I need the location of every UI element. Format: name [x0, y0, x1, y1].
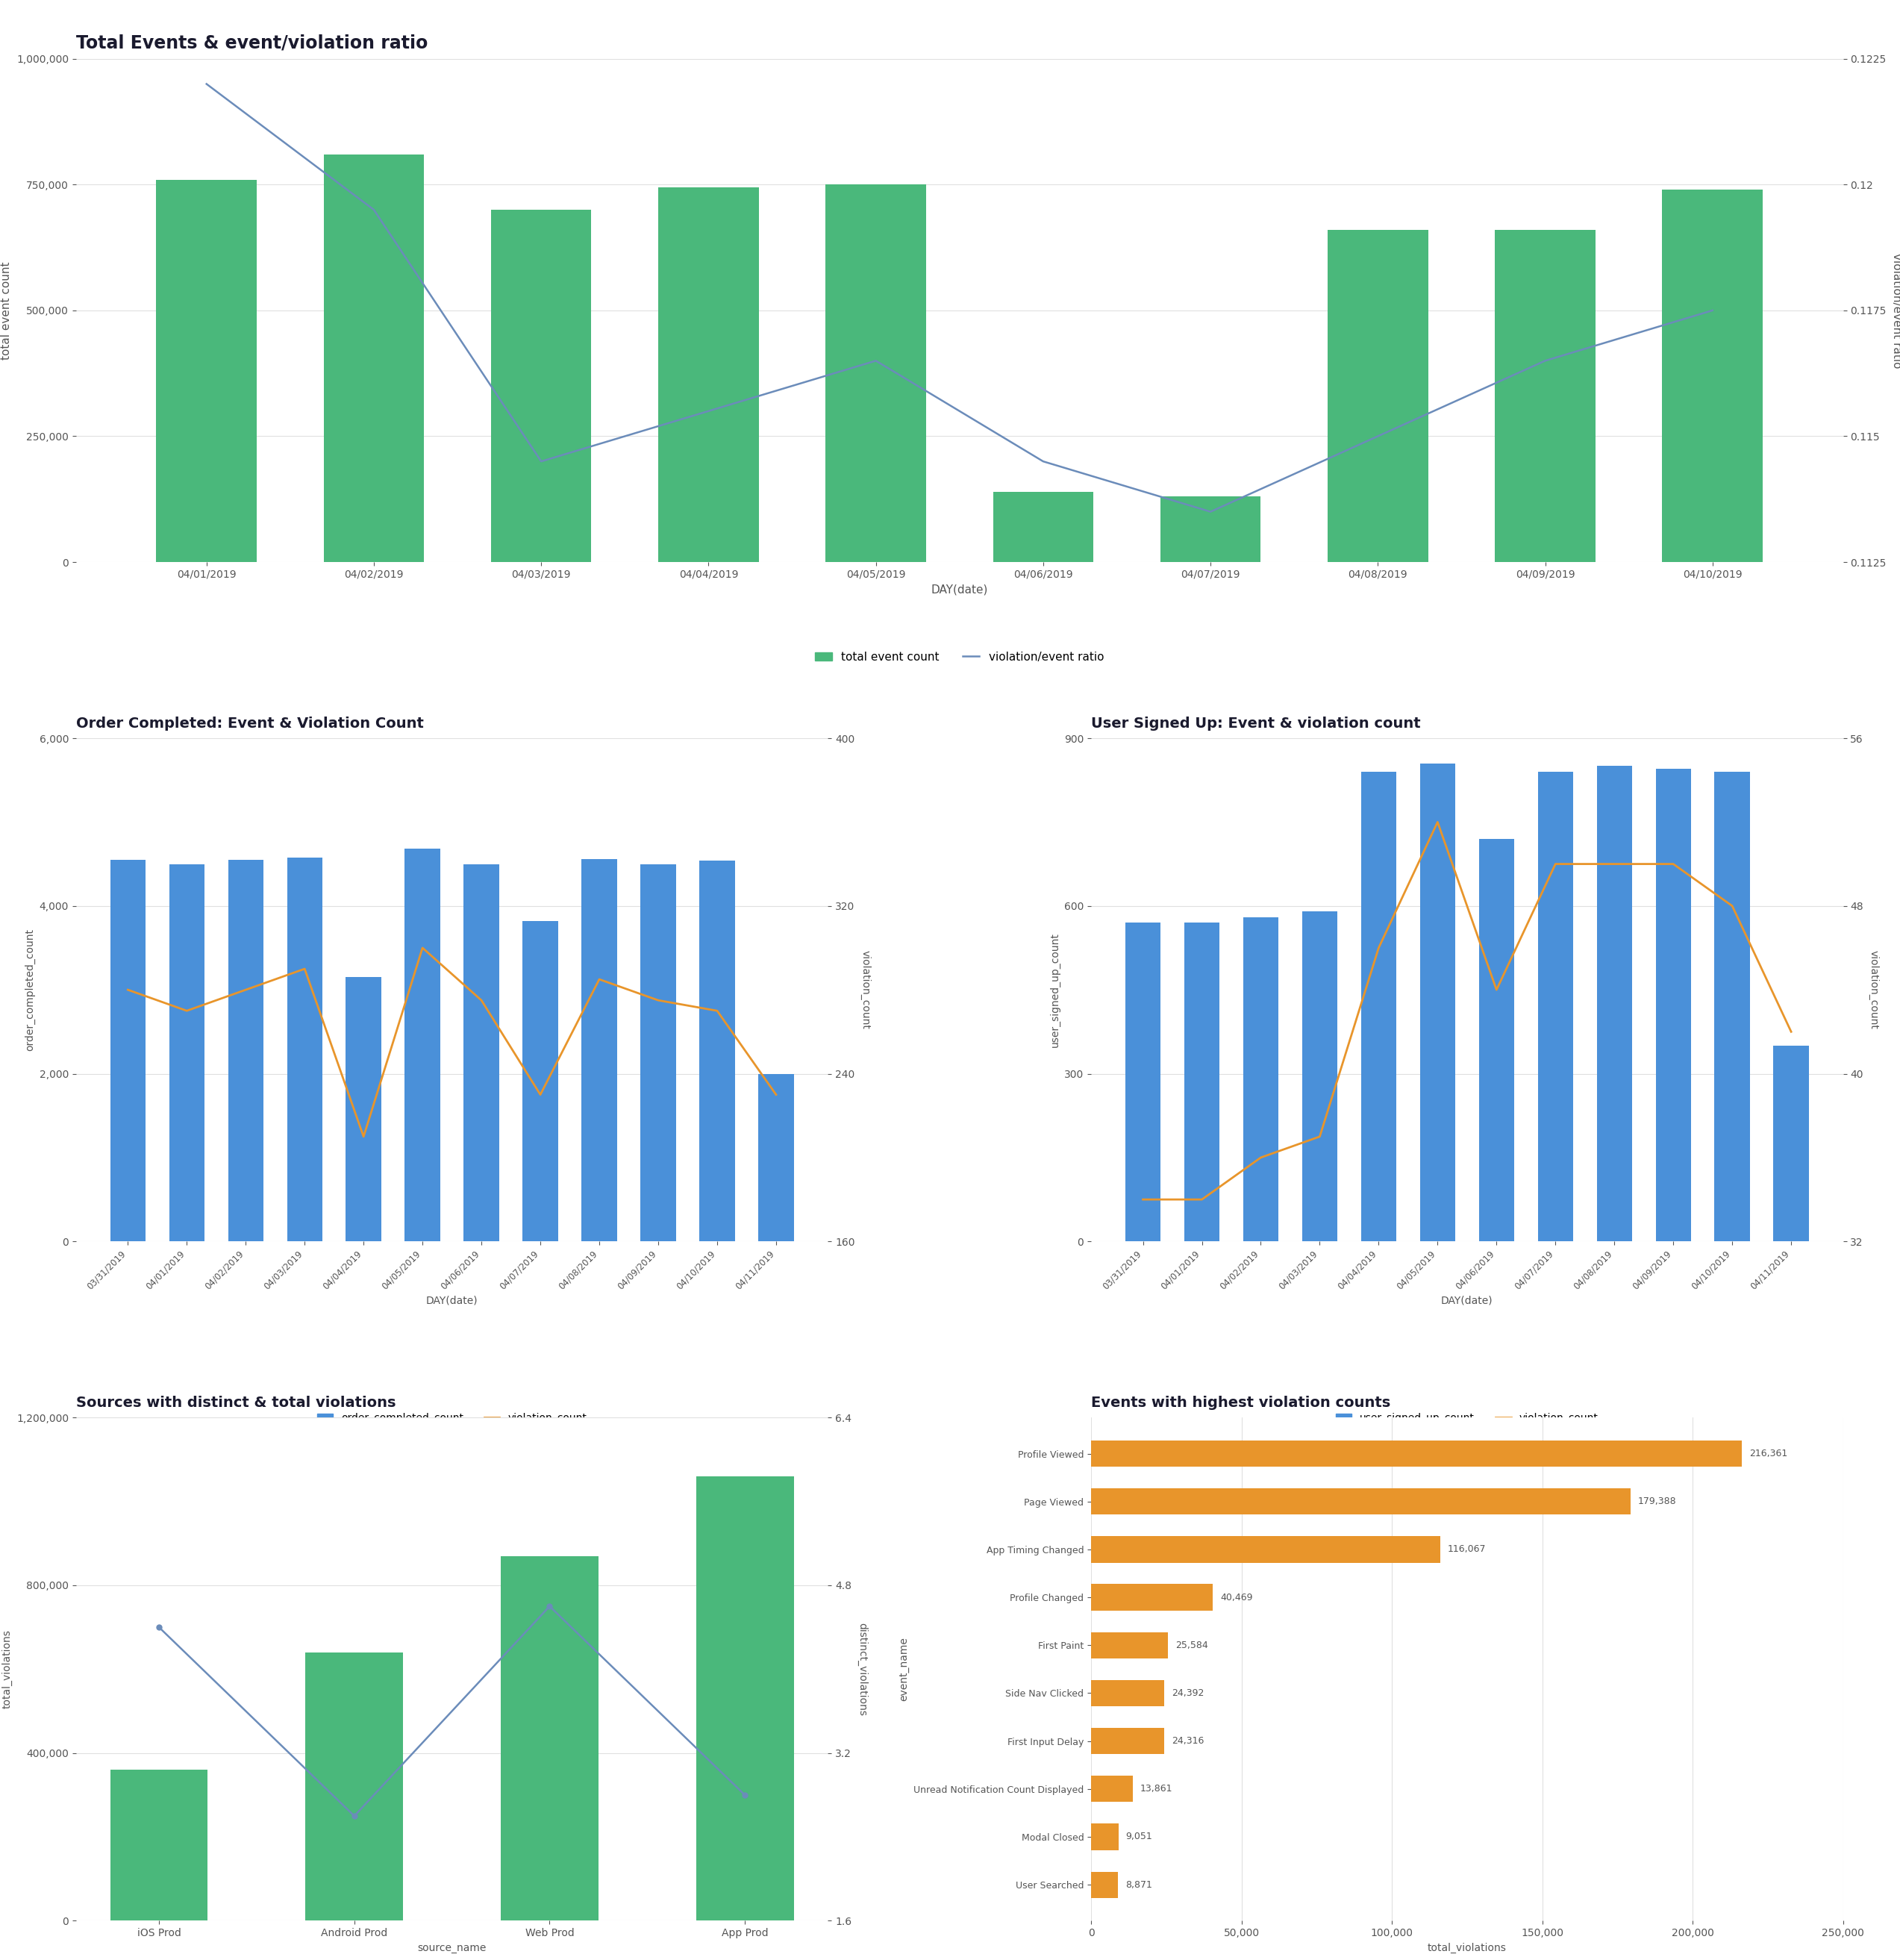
Bar — [1091, 1441, 1742, 1466]
Legend: total_violations: total_violations — [1412, 1958, 1522, 1960]
Bar — [228, 860, 264, 1241]
Bar — [1302, 911, 1338, 1241]
Bar — [1360, 772, 1396, 1241]
Text: 216,361: 216,361 — [1750, 1448, 1788, 1458]
Bar — [1091, 1633, 1169, 1658]
Bar — [323, 155, 424, 563]
Bar — [1328, 229, 1429, 563]
Text: 116,067: 116,067 — [1448, 1544, 1486, 1554]
Bar — [1161, 496, 1262, 563]
X-axis label: total_violations: total_violations — [1427, 1942, 1507, 1954]
Bar — [502, 1556, 598, 1921]
Bar — [1662, 190, 1763, 563]
Text: Sources with distinct & total violations: Sources with distinct & total violations — [76, 1396, 395, 1409]
Text: 25,584: 25,584 — [1176, 1641, 1208, 1650]
Text: Events with highest violation counts: Events with highest violation counts — [1091, 1396, 1391, 1409]
Bar — [1714, 772, 1750, 1241]
Bar — [581, 858, 618, 1241]
Bar — [1091, 1729, 1165, 1754]
Y-axis label: violation_count: violation_count — [1868, 951, 1879, 1029]
Bar — [169, 864, 205, 1241]
X-axis label: source_name: source_name — [418, 1942, 486, 1952]
Bar — [1655, 768, 1691, 1241]
Bar — [1773, 1047, 1809, 1241]
Bar — [1184, 923, 1220, 1241]
Bar — [405, 849, 441, 1241]
X-axis label: DAY(date): DAY(date) — [931, 584, 988, 596]
Bar — [994, 492, 1092, 563]
Bar — [1091, 1537, 1440, 1562]
Text: 24,392: 24,392 — [1172, 1688, 1205, 1697]
Bar — [110, 860, 146, 1241]
Text: Order Completed: Event & Violation Count: Order Completed: Event & Violation Count — [76, 717, 424, 731]
Bar — [156, 180, 257, 563]
Bar — [523, 921, 559, 1241]
Y-axis label: distinct_violations: distinct_violations — [857, 1623, 866, 1715]
Bar — [826, 184, 925, 563]
Legend: order_completed_count, violation_count: order_completed_count, violation_count — [314, 1409, 591, 1427]
Bar — [464, 864, 500, 1241]
Bar — [306, 1652, 403, 1921]
Bar — [1125, 923, 1161, 1241]
Bar — [110, 1770, 207, 1921]
Text: 40,469: 40,469 — [1220, 1592, 1252, 1601]
Bar — [640, 864, 676, 1241]
Bar — [1495, 229, 1596, 563]
Bar — [1091, 1776, 1132, 1801]
Bar — [1091, 1823, 1119, 1850]
Bar — [1537, 772, 1573, 1241]
Bar — [1091, 1488, 1630, 1515]
Bar — [695, 1476, 794, 1921]
Bar — [346, 978, 382, 1241]
Bar — [1243, 917, 1279, 1241]
Bar — [1091, 1872, 1117, 1897]
Y-axis label: total event count: total event count — [2, 261, 11, 359]
Legend: user_signed_up_count, violation_count: user_signed_up_count, violation_count — [1332, 1409, 1602, 1427]
Bar — [1091, 1680, 1165, 1707]
Y-axis label: order_completed_count: order_completed_count — [25, 929, 34, 1051]
X-axis label: DAY(date): DAY(date) — [1440, 1296, 1493, 1305]
Bar — [287, 857, 323, 1241]
Bar — [490, 210, 591, 563]
Bar — [758, 1074, 794, 1241]
Bar — [657, 186, 758, 563]
Y-axis label: violation_count: violation_count — [861, 951, 870, 1029]
Y-axis label: event_name: event_name — [899, 1637, 910, 1701]
Bar — [1596, 766, 1632, 1241]
Text: 24,316: 24,316 — [1172, 1737, 1205, 1746]
Text: 9,051: 9,051 — [1127, 1833, 1153, 1842]
X-axis label: DAY(date): DAY(date) — [426, 1296, 479, 1305]
Bar — [699, 860, 735, 1241]
Text: 179,388: 179,388 — [1638, 1497, 1676, 1507]
Text: 13,861: 13,861 — [1140, 1784, 1172, 1793]
Y-axis label: violation/event ratio: violation/event ratio — [1890, 253, 1900, 368]
Legend: total event count, violation/event ratio: total event count, violation/event ratio — [811, 647, 1108, 666]
Text: Total Events & event/violation ratio: Total Events & event/violation ratio — [76, 33, 428, 53]
Bar — [1478, 839, 1514, 1241]
Y-axis label: total_violations: total_violations — [2, 1629, 11, 1709]
Bar — [1091, 1584, 1212, 1611]
Bar — [1419, 762, 1455, 1241]
Text: 8,871: 8,871 — [1125, 1880, 1151, 1889]
Y-axis label: user_signed_up_count: user_signed_up_count — [1049, 933, 1060, 1047]
Text: User Signed Up: Event & violation count: User Signed Up: Event & violation count — [1091, 717, 1421, 731]
